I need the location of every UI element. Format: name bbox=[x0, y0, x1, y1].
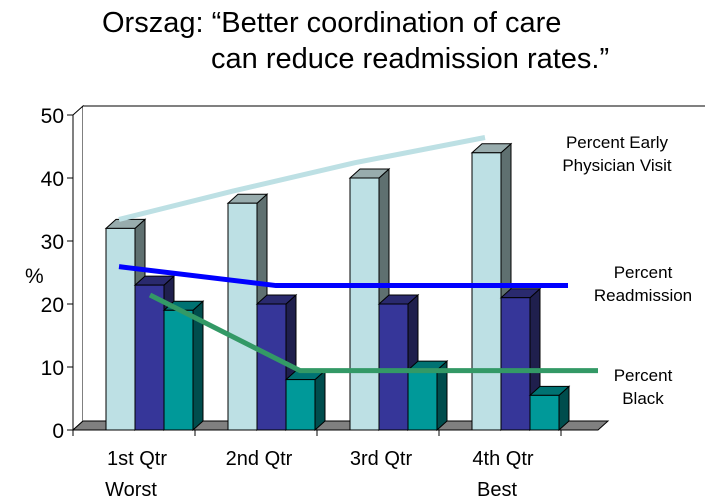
bar bbox=[284, 369, 327, 432]
bar-front bbox=[349, 177, 380, 431]
bar bbox=[499, 287, 542, 432]
bar-front bbox=[227, 202, 258, 431]
y-tick-label: 10 bbox=[41, 357, 64, 380]
series-label: Black bbox=[622, 389, 664, 408]
x-category-label: 2nd Qtr bbox=[226, 448, 293, 470]
y-tick-label: 30 bbox=[41, 231, 64, 254]
x-category-label: 1st Qtr bbox=[107, 448, 167, 470]
series-labels: Percent Early Physician Visit Percent Readm… bbox=[562, 133, 692, 408]
series-label: Percent bbox=[614, 366, 673, 385]
bar-front bbox=[105, 227, 136, 431]
bars bbox=[104, 142, 571, 432]
x-category-label: 3rd Qtr bbox=[350, 448, 413, 470]
x-axis: 1st Qtr Worst 2nd Qtr 3rd Qtr 4th Qtr Best bbox=[72, 429, 598, 501]
bar-front bbox=[285, 379, 316, 431]
series-label: Readmission bbox=[594, 286, 692, 305]
trend-line bbox=[118, 264, 568, 289]
bar-front bbox=[378, 303, 409, 431]
series-label: Percent bbox=[614, 263, 673, 282]
trend-line bbox=[148, 292, 598, 374]
bar-front bbox=[256, 303, 287, 431]
x-category-sublabel: Worst bbox=[105, 479, 157, 501]
bar bbox=[255, 293, 298, 432]
bar-front bbox=[471, 152, 502, 431]
x-category-sublabel: Best bbox=[477, 479, 517, 501]
y-axis: 0 10 20 30 40 50 bbox=[41, 105, 74, 443]
bar-front bbox=[407, 369, 438, 431]
y-axis-title: % bbox=[25, 265, 44, 288]
side-wall bbox=[72, 104, 84, 432]
bar bbox=[528, 385, 571, 432]
chart-title-line-1: Orszag: “Better coordination of care bbox=[102, 7, 562, 39]
y-tick-label: 0 bbox=[52, 420, 64, 443]
trend-lines bbox=[118, 135, 598, 374]
bar-side bbox=[314, 369, 326, 432]
y-tick-label: 20 bbox=[41, 294, 64, 317]
y-tick-label: 40 bbox=[41, 168, 64, 191]
bar bbox=[104, 218, 147, 432]
bar-front bbox=[163, 309, 194, 431]
y-tick-label: 50 bbox=[41, 105, 64, 128]
series-label: Percent Early bbox=[566, 133, 669, 152]
bar bbox=[406, 360, 449, 432]
trend-line bbox=[118, 135, 486, 222]
bar-front bbox=[134, 284, 165, 431]
bar-front bbox=[500, 297, 531, 431]
bar-front bbox=[529, 394, 560, 431]
chart-title-line-2: can reduce readmission rates.” bbox=[211, 43, 610, 75]
x-category-label: 4th Qtr bbox=[472, 448, 533, 470]
bar bbox=[377, 293, 420, 432]
series-label: Physician Visit bbox=[562, 156, 672, 175]
